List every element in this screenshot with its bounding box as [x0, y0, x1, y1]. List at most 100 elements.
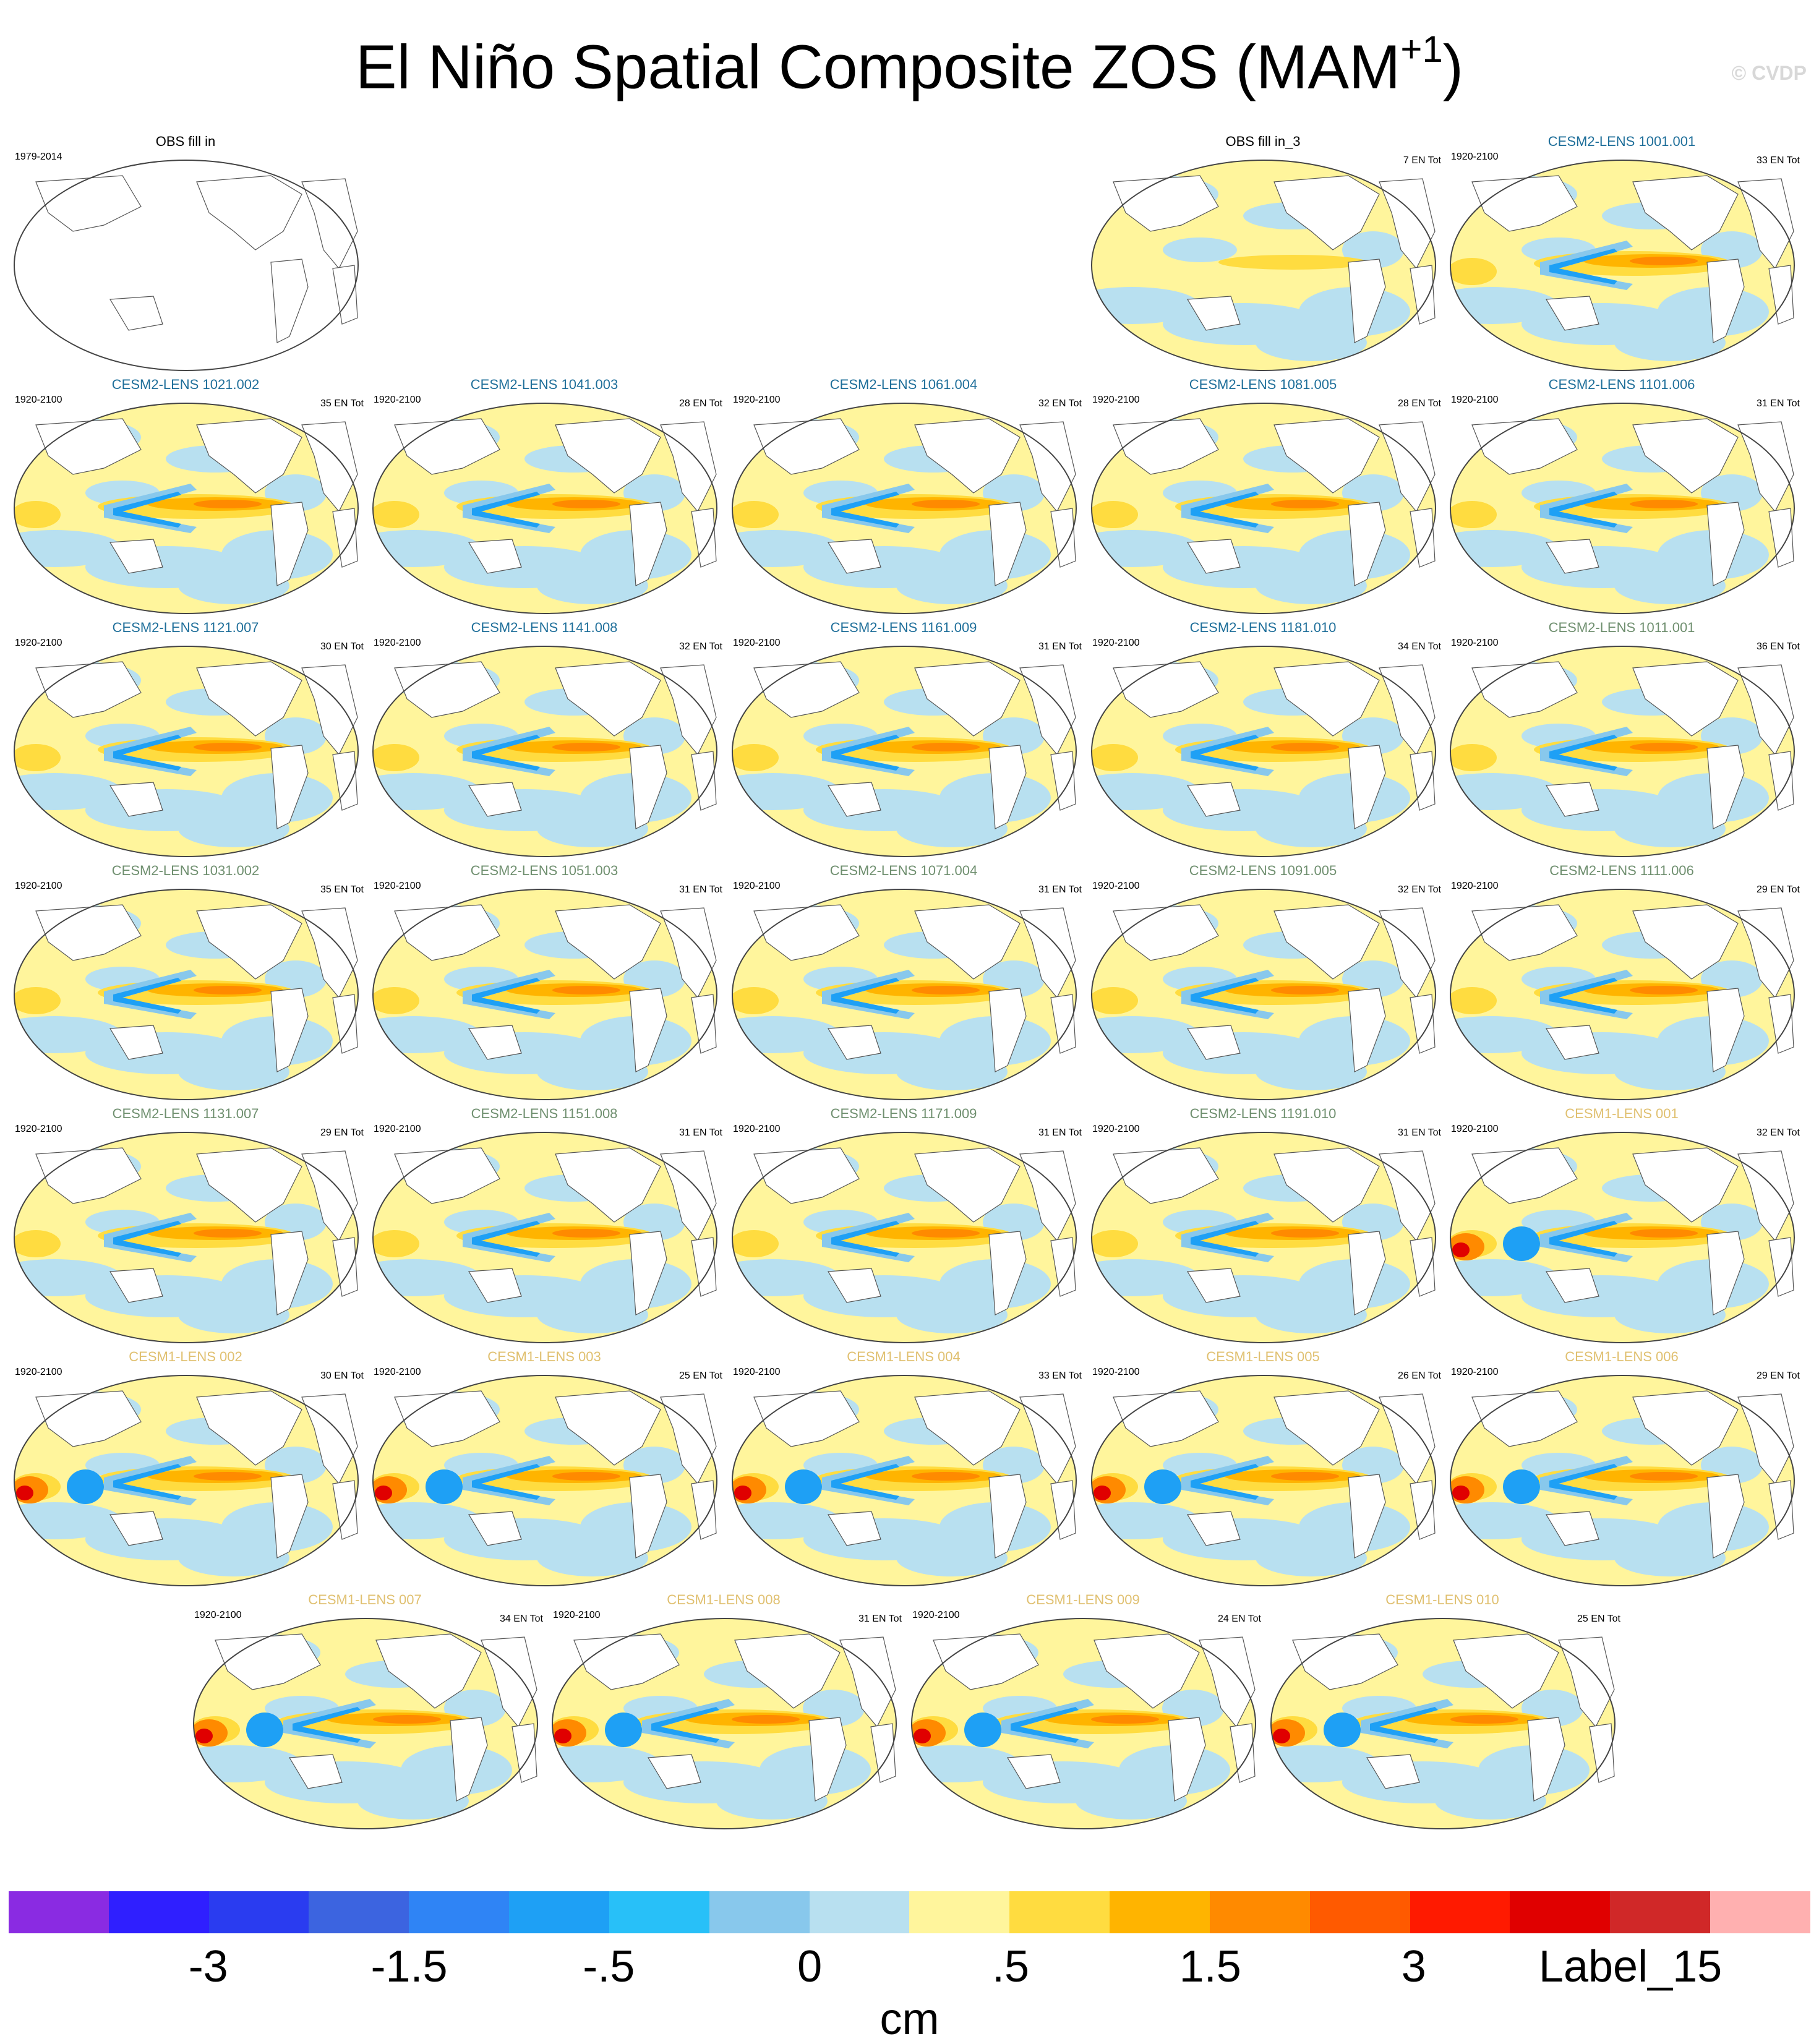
map-border: [732, 1375, 1077, 1586]
panel-event-count: 36 EN Tot: [1757, 641, 1800, 652]
coastline: [270, 988, 309, 1072]
negative-anomaly-patch: [537, 1053, 648, 1090]
coastline: [629, 1474, 667, 1559]
coastline: [1545, 539, 1599, 574]
indian-ocean-anomaly: [1450, 258, 1497, 285]
coastline: [753, 418, 860, 475]
coastline: [1706, 1231, 1745, 1315]
coastline: [270, 1231, 309, 1315]
map: [372, 403, 717, 614]
panel-event-count: 31 EN Tot: [1038, 641, 1082, 652]
coastline: [1348, 1231, 1386, 1315]
cold-boomerang-core: [113, 1221, 181, 1257]
coastline: [394, 661, 500, 718]
coastline: [1589, 1723, 1615, 1783]
panel-period: 1920-2100: [1092, 638, 1140, 648]
coastline: [1186, 782, 1241, 817]
map-panel: OBS fill in_3 7 EN Tot: [1084, 130, 1442, 377]
negative-anomaly-patch: [896, 1053, 1008, 1090]
coastline: [1453, 1633, 1559, 1709]
negative-anomaly-patch: [896, 567, 1008, 604]
coastline: [1471, 418, 1578, 475]
map-border: [1091, 160, 1436, 371]
coastline: [109, 1268, 163, 1303]
cold-boomerang-core: [1549, 1464, 1617, 1500]
coastline: [555, 661, 661, 737]
coastline: [394, 418, 500, 475]
map: [372, 1375, 717, 1586]
map-panel: CESM2-LENS 1101.006 1920-2100 31 EN Tot: [1442, 373, 1801, 620]
panel-title: CESM2-LENS 1141.008: [471, 620, 618, 635]
panel-period: 1920-2100: [374, 881, 421, 891]
coastline: [1410, 994, 1436, 1054]
coastline: [691, 1237, 717, 1297]
coastline: [1706, 988, 1745, 1072]
map-border: [1091, 1375, 1436, 1586]
coastline: [450, 1717, 488, 1802]
coastline: [468, 539, 522, 574]
cold-boomerang-core: [831, 1221, 899, 1257]
coastline: [1410, 265, 1436, 325]
indian-ocean-peak: [1452, 1486, 1470, 1500]
cold-boomerang-core: [831, 735, 899, 771]
coastline: [753, 661, 860, 718]
negative-anomaly-patch: [1435, 1782, 1546, 1820]
map-border: [732, 1132, 1077, 1343]
map-panel: CESM2-LENS 1131.007 1920-2100 29 EN Tot: [6, 1102, 365, 1349]
maritime-cold: [426, 1469, 463, 1504]
negative-anomaly-patch: [1256, 1053, 1367, 1090]
title-main: El Niño Spatial Composite ZOS (MAM: [355, 32, 1401, 102]
panel-period: 1920-2100: [733, 1124, 781, 1134]
coastline: [827, 1511, 881, 1546]
indian-ocean-peak: [195, 1729, 213, 1743]
panel-title: CESM2-LENS 1041.003: [470, 377, 618, 392]
coastline: [1545, 1511, 1599, 1546]
map-panel: CESM1-LENS 008 1920-2100 31 EN Tot: [544, 1588, 903, 1836]
coastline: [691, 994, 717, 1054]
map-border: [372, 1132, 717, 1343]
map: [1270, 1618, 1616, 1829]
coastline: [1273, 175, 1380, 250]
colorbar-swatch: [309, 1891, 409, 1933]
panel-event-count: 30 EN Tot: [320, 641, 364, 652]
coastline: [35, 661, 142, 718]
warm-tongue-peak: [194, 500, 262, 508]
cold-boomerang-core: [1191, 735, 1259, 771]
colorbar: [9, 1891, 1810, 1933]
map-border: [1450, 403, 1795, 614]
coastline: [1632, 904, 1739, 980]
coastline: [629, 745, 667, 829]
watermark: © CVDP: [1731, 62, 1807, 84]
coastline: [1348, 259, 1386, 343]
panel-title: CESM1-LENS 005: [1206, 1349, 1320, 1364]
coastline: [753, 1147, 860, 1204]
cold-boomerang-core: [831, 1464, 899, 1500]
colorbar-swatch: [909, 1891, 1010, 1933]
panel-period: 1920-2100: [1451, 638, 1499, 648]
panel-title: CESM2-LENS 1001.001: [1547, 134, 1696, 149]
indian-ocean-peak: [375, 1486, 392, 1500]
colorbar-tick-label: -1.5: [370, 1942, 448, 1991]
panel-title: CESM1-LENS 003: [487, 1349, 601, 1364]
map: [372, 889, 717, 1100]
coastline: [1273, 904, 1380, 980]
map: [1450, 1375, 1795, 1586]
coastline: [827, 1268, 881, 1303]
cold-boomerang-core: [472, 1221, 540, 1257]
colorbar-tick-label: -.5: [583, 1942, 635, 1991]
colorbar-units: cm: [880, 1995, 939, 2044]
negative-anomaly-patch: [1163, 237, 1237, 262]
coastline: [332, 1237, 358, 1297]
negative-anomaly-patch: [1614, 1539, 1726, 1576]
map: [1091, 160, 1436, 371]
title-superscript: +1: [1400, 28, 1443, 70]
colorbar-tick-label: 1.5: [1179, 1942, 1241, 1991]
panel-event-count: 28 EN Tot: [679, 398, 722, 409]
panel-title: OBS fill in_3: [1225, 134, 1301, 149]
negative-anomaly-patch: [178, 1053, 289, 1090]
map-panel: CESM1-LENS 004 1920-2100 33 EN Tot: [724, 1345, 1083, 1593]
cold-boomerang-core: [1191, 1221, 1259, 1257]
warm-tongue-peak: [1630, 500, 1698, 508]
map: [1450, 160, 1795, 371]
panel-title: CESM1-LENS 008: [667, 1592, 781, 1607]
